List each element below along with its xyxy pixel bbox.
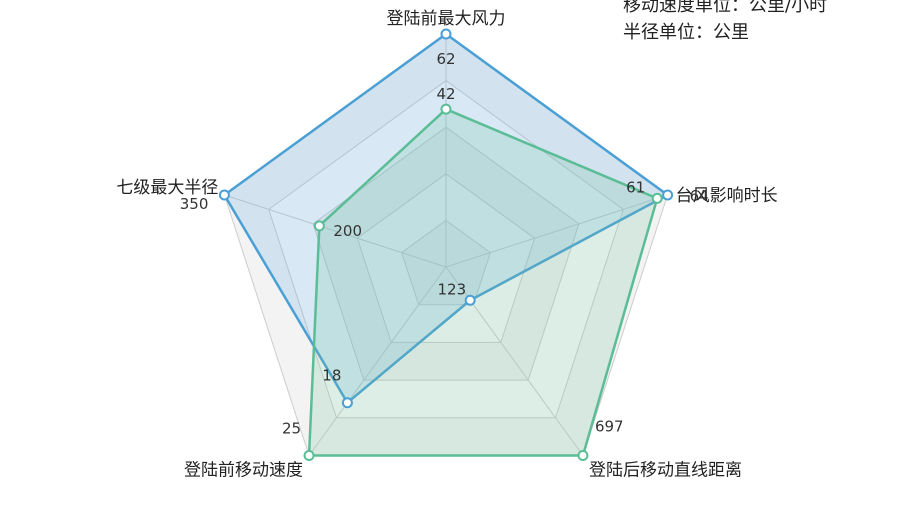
axis-label-2: 登陆后移动直线距离 [589,461,742,481]
axis-label-4: 七级最大半径 [116,178,218,198]
series-1-value-4: 200 [333,222,362,240]
series-1-point-1[interactable] [651,192,663,204]
series-1-point-4[interactable] [313,220,325,232]
series-1-point-2[interactable] [577,450,589,462]
series-1-point-3[interactable] [303,450,315,462]
unit-note-speed: 移动速度单位：公里/小时 [623,0,828,16]
series-0-value-4: 350 [180,195,209,213]
series-points [218,28,674,462]
spoke-3 [308,266,447,456]
value-labels: 62 64 123 18 350 42 61 697 25 200 [180,50,709,438]
series-0-value-1: 64 [690,187,709,205]
series-1-point-0[interactable] [440,103,452,115]
spoke-4 [224,194,447,268]
series-0-area [223,32,669,404]
axis-label-0: 登陆前最大风力 [387,9,506,29]
series-0-value-2: 123 [438,280,467,298]
series-0-point-4[interactable] [218,189,230,201]
series-areas [223,32,669,457]
series-1-area [307,107,659,457]
series-1-value-3: 25 [282,420,301,438]
series-1-value-0: 42 [436,85,455,103]
series-0-point-0[interactable] [440,28,452,40]
series-1-value-1: 61 [626,178,645,196]
axis-label-1: 台风影响时长 [676,186,778,206]
series-1-value-2: 697 [595,418,624,436]
series-0-value-3: 18 [322,367,341,385]
series-0-point-3[interactable] [341,397,353,409]
axis-label-3: 登陆前移动速度 [184,461,303,481]
series-0-point-2[interactable] [464,294,476,306]
series-0-point-1[interactable] [662,189,674,201]
unit-note-radius: 半径单位：公里 [623,22,749,43]
spoke-1 [445,194,668,268]
series-0-value-0: 62 [436,50,455,68]
